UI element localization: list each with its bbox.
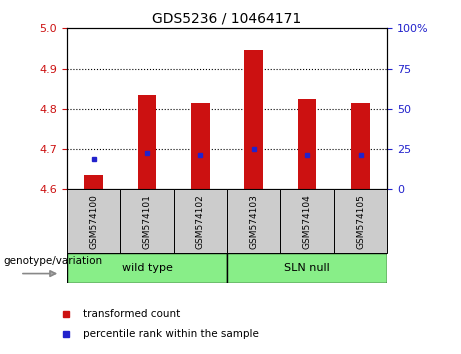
Bar <box>351 103 370 189</box>
Bar <box>120 189 174 253</box>
Bar <box>280 189 334 253</box>
Title: GDS5236 / 10464171: GDS5236 / 10464171 <box>153 12 301 26</box>
Bar <box>334 189 387 253</box>
Bar <box>227 189 280 253</box>
Bar <box>67 253 227 283</box>
Text: GSM574101: GSM574101 <box>142 194 152 249</box>
Text: genotype/variation: genotype/variation <box>3 256 102 266</box>
Text: percentile rank within the sample: percentile rank within the sample <box>83 329 259 339</box>
Text: wild type: wild type <box>122 263 172 273</box>
Text: transformed count: transformed count <box>83 309 181 319</box>
Bar <box>191 103 210 189</box>
Text: GSM574105: GSM574105 <box>356 194 365 249</box>
Bar <box>244 51 263 189</box>
Bar <box>298 99 317 189</box>
Text: GSM574104: GSM574104 <box>302 194 312 249</box>
Bar <box>137 95 156 189</box>
Text: GSM574103: GSM574103 <box>249 194 258 249</box>
Text: GSM574100: GSM574100 <box>89 194 98 249</box>
Bar <box>84 175 103 189</box>
Bar <box>67 189 120 253</box>
Text: SLN null: SLN null <box>284 263 330 273</box>
Bar <box>174 189 227 253</box>
Bar <box>227 253 387 283</box>
Text: GSM574102: GSM574102 <box>196 194 205 249</box>
